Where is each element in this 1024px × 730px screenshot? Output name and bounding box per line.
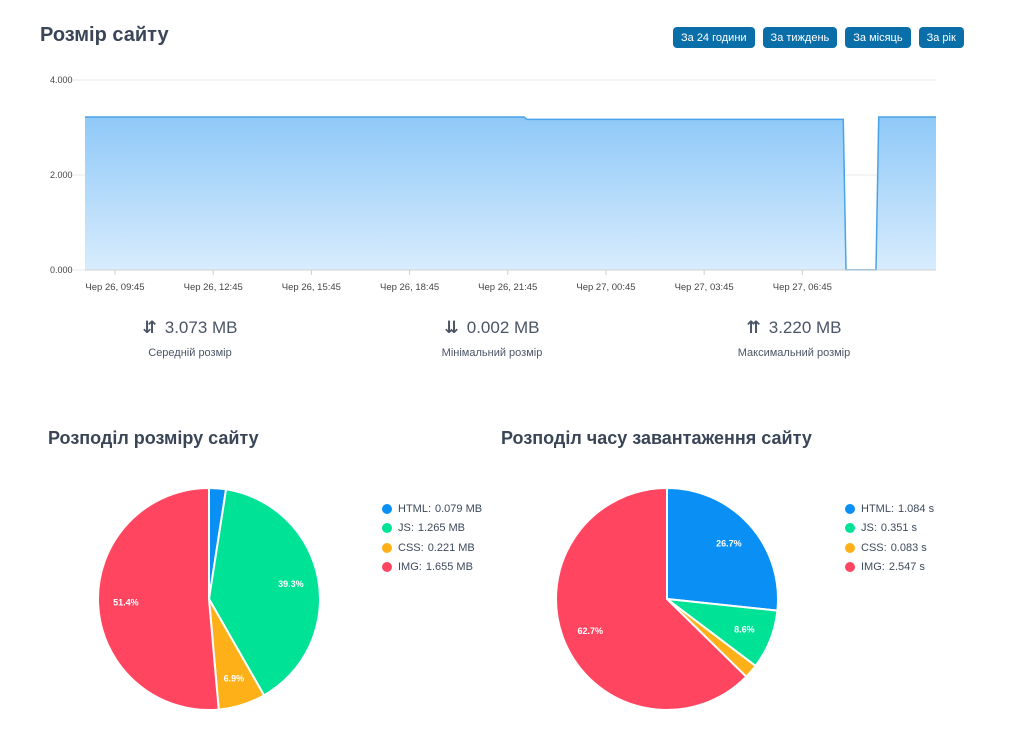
time-range-buttons: За 24 години За тиждень За місяць За рік [673, 27, 964, 48]
legend-label: CSS: [398, 541, 424, 554]
legend-marker [845, 503, 855, 514]
legend-marker [382, 523, 392, 534]
size-distribution-title: Розподіл розміру сайту [48, 428, 259, 448]
legend-marker [382, 503, 392, 514]
stat-average-value: 3.073 MB [164, 318, 238, 337]
stat-max: ⇈ 3.220 MB Максимальний розмір [664, 318, 924, 359]
legend-item-img[interactable]: IMG: 1.655 MB [382, 558, 482, 578]
legend-label: IMG: [861, 561, 885, 574]
legend-marker [382, 562, 392, 573]
legend-label: HTML: [861, 502, 894, 515]
legend-item-img[interactable]: IMG: 2.547 s [845, 558, 934, 578]
pie-data-label: 39.3% [278, 579, 304, 589]
pie-slice-img[interactable] [555, 486, 748, 711]
legend-label: HTML: [398, 502, 431, 515]
average-arrows-icon: ⇵ [142, 318, 156, 337]
pie-data-label: 26.7% [716, 538, 742, 548]
legend-label: JS: [398, 522, 414, 535]
legend-item-css[interactable]: CSS: 0.221 MB [382, 538, 482, 558]
pie-data-label: 62.7% [577, 626, 603, 636]
legend-value: 2.547 s [888, 561, 925, 574]
stat-max-value: 3.220 MB [768, 318, 842, 337]
x-tick-label: Чер 26, 15:45 [282, 282, 341, 293]
legend-item-js[interactable]: JS: 0.351 s [845, 519, 934, 539]
stat-max-label: Максимальний розмір [737, 347, 851, 359]
min-arrows-icon: ⇊ [444, 318, 458, 337]
legend-value: 0.079 MB [435, 502, 483, 515]
legend-value: 1.265 MB [417, 522, 465, 535]
area-fill [85, 117, 936, 270]
load-time-pie-legend: HTML: 1.084 s JS: 0.351 s CSS: 0.083 s IMG: 2.5… [845, 499, 934, 577]
pie-slice-html[interactable] [666, 486, 779, 612]
pie-data-label: 8.6% [734, 625, 755, 635]
x-tick-label: Чер 26, 12:45 [184, 282, 243, 293]
range-week-button[interactable]: За тиждень [762, 27, 838, 48]
legend-marker [845, 562, 855, 573]
legend-label: JS: [861, 522, 877, 535]
x-tick-label: Чер 27, 03:45 [675, 282, 734, 293]
legend-value: 1.655 MB [425, 561, 473, 574]
legend-label: CSS: [861, 541, 887, 554]
pie-slice-img[interactable] [96, 486, 220, 711]
legend-marker [845, 523, 855, 534]
range-24h-button[interactable]: За 24 години [673, 27, 755, 48]
site-size-area-chart: 0.000 2.000 4.000 Чер 26, 09:45 Чер 26, 12:4… [50, 75, 937, 293]
legend-marker [382, 542, 392, 553]
legend-label: IMG: [398, 561, 422, 574]
range-month-button[interactable]: За місяць [845, 27, 911, 48]
pie-data-label: 6.9% [224, 673, 245, 683]
legend-value: 0.221 MB [427, 541, 475, 554]
x-tick-label: Чер 26, 09:45 [85, 282, 144, 293]
y-tick-label: 2.000 [50, 170, 73, 180]
page-title: Розмір сайту [40, 24, 169, 46]
pie-data-label: 51.4% [113, 598, 139, 608]
stat-min-label: Мінімальний розмір [441, 347, 543, 359]
y-tick-label: 0.000 [50, 265, 73, 275]
load-time-distribution-title: Розподіл часу завантаження сайту [501, 428, 812, 448]
load-time-pie-chart: 26.7% 8.6% 62.7% [555, 486, 779, 711]
range-year-button[interactable]: За рік [918, 27, 964, 48]
legend-item-js[interactable]: JS: 1.265 MB [382, 519, 482, 539]
legend-value: 0.083 s [890, 541, 927, 554]
legend-item-html[interactable]: HTML: 0.079 MB [382, 499, 482, 519]
x-tick-label: Чер 27, 06:45 [773, 282, 832, 293]
y-tick-label: 4.000 [50, 75, 73, 85]
size-pie-chart: 39.3% 6.9% 51.4% [96, 486, 321, 711]
stat-average: ⇵ 3.073 MB Середній розмір [60, 318, 320, 359]
legend-marker [845, 542, 855, 553]
stat-min-value: 0.002 MB [466, 318, 540, 337]
x-tick-label: Чер 26, 21:45 [478, 282, 537, 293]
max-arrows-icon: ⇈ [746, 318, 760, 337]
legend-item-css[interactable]: CSS: 0.083 s [845, 538, 934, 558]
x-tick-label: Чер 27, 00:45 [576, 282, 635, 293]
legend-value: 1.084 s [898, 502, 935, 515]
stat-min: ⇊ 0.002 MB Мінімальний розмір [362, 318, 622, 359]
stat-average-label: Середній розмір [148, 347, 232, 359]
legend-value: 0.351 s [880, 522, 917, 535]
size-pie-legend: HTML: 0.079 MB JS: 1.265 MB CSS: 0.221 MB IMG:… [382, 499, 482, 577]
legend-item-html[interactable]: HTML: 1.084 s [845, 499, 934, 519]
series-line [85, 116, 936, 271]
x-tick-label: Чер 26, 18:45 [380, 282, 439, 293]
pie-slice-js[interactable] [207, 488, 321, 697]
